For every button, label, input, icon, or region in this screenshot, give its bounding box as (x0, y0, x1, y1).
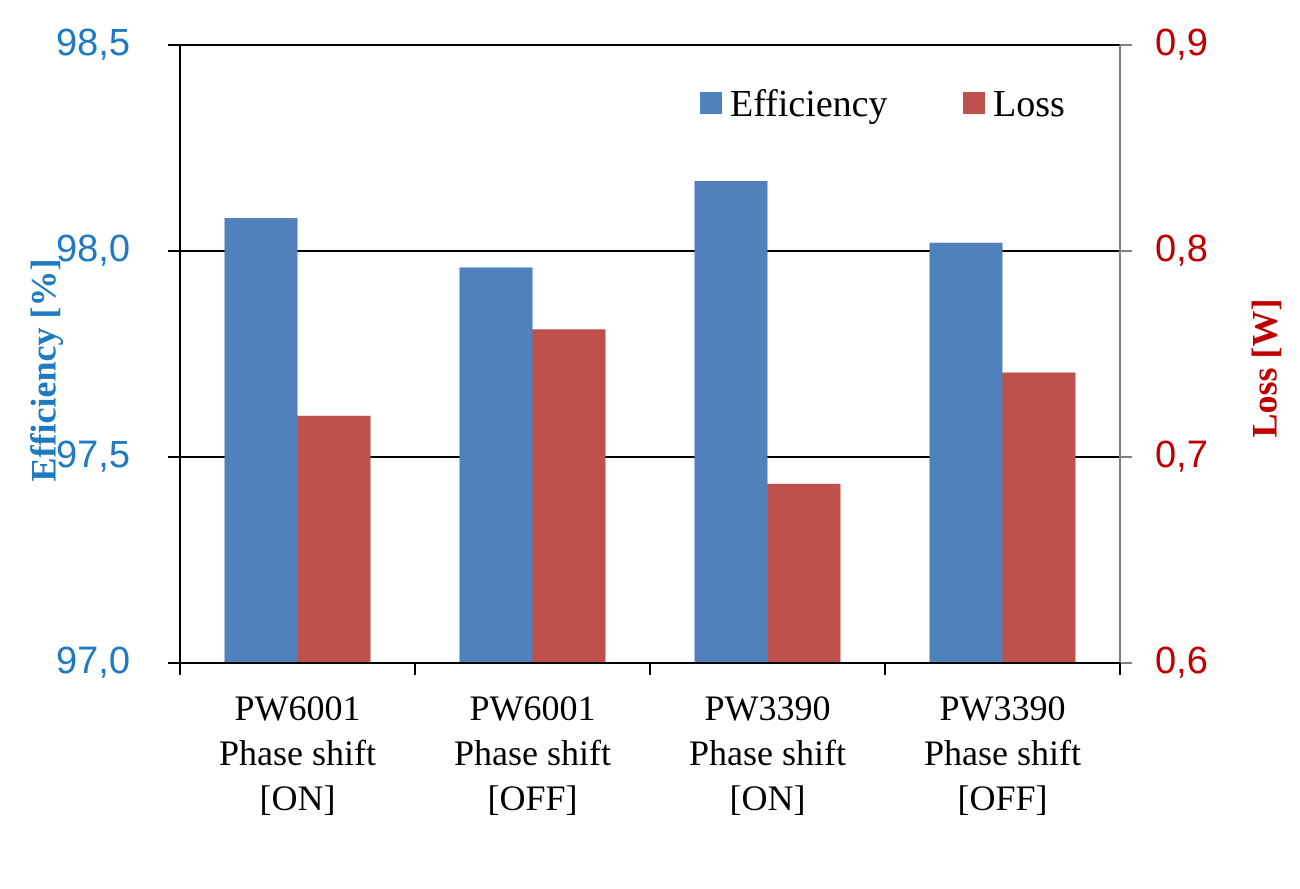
category-label: PW3390 Phase shift [ON] (689, 688, 846, 818)
bar-efficiency (930, 243, 1003, 663)
bar-loss (768, 484, 841, 663)
right-tick-label: 0,9 (1155, 22, 1208, 64)
category-label-line: PW6001 (470, 688, 596, 728)
bar-efficiency (225, 218, 298, 663)
left-axis-title: Efficiency [%] (23, 259, 63, 482)
category-label-line: [OFF] (487, 778, 577, 818)
bar-efficiency (460, 267, 533, 663)
left-tick-label: 97,0 (56, 640, 130, 682)
category-label-line: Phase shift (219, 733, 376, 773)
category-label-line: Phase shift (454, 733, 611, 773)
bar-efficiency (695, 181, 768, 663)
right-axis-title: Loss [W] (1244, 298, 1284, 437)
bar-loss (1003, 373, 1076, 663)
category-label: PW3390 Phase shift [OFF] (924, 688, 1081, 818)
category-label-line: PW6001 (235, 688, 361, 728)
legend-swatch-efficiency (700, 92, 722, 114)
category-label-line: [ON] (260, 778, 336, 818)
category-label-line: Phase shift (689, 733, 846, 773)
category-label: PW6001 Phase shift [OFF] (454, 688, 611, 818)
left-tick-label: 98,0 (56, 228, 130, 270)
bar-loss (533, 329, 606, 663)
legend-label-efficiency: Efficiency (730, 83, 888, 125)
right-tick-label: 0,8 (1155, 228, 1208, 270)
legend-label-loss: Loss (993, 83, 1065, 125)
category-label: PW6001 Phase shift [ON] (219, 688, 376, 818)
category-labels: PW6001 Phase shift [ON] PW6001 Phase shift [O… (219, 688, 1081, 818)
legend-swatch-loss (963, 92, 985, 114)
left-tick-label: 98,5 (56, 22, 130, 64)
bars (225, 181, 1076, 663)
dual-axis-bar-chart: 97,0 97,5 98,0 98,5 0,6 0,7 0,8 0,9 PW6001 Phase… (0, 0, 1300, 889)
left-tick-label: 97,5 (56, 434, 130, 476)
category-label-line: [ON] (730, 778, 806, 818)
right-tick-label: 0,7 (1155, 434, 1208, 476)
category-label-line: Phase shift (924, 733, 1081, 773)
category-label-line: PW3390 (940, 688, 1066, 728)
bar-loss (298, 416, 371, 663)
category-label-line: PW3390 (705, 688, 831, 728)
right-tick-label: 0,6 (1155, 640, 1208, 682)
category-label-line: [OFF] (957, 778, 1047, 818)
legend: Efficiency Loss (700, 83, 1065, 125)
